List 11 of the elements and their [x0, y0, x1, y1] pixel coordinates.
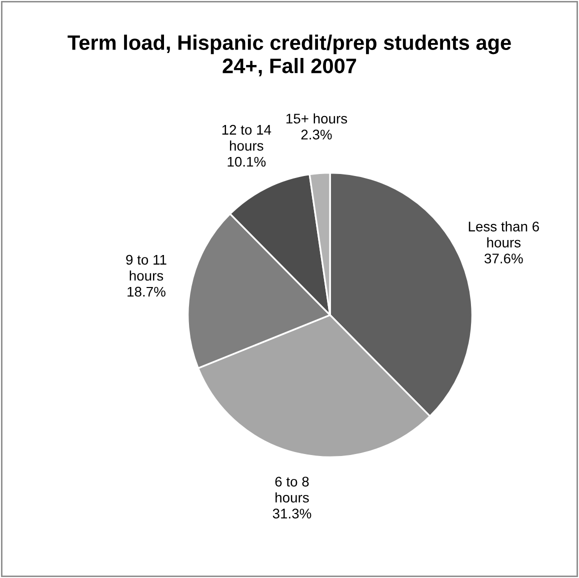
- slice-label: 6 to 8 hours: [275, 476, 309, 503]
- slice-label: 9 to 11 hours: [126, 254, 166, 281]
- data-label: 10.1%: [228, 156, 266, 167]
- data-label: 2.3%: [301, 130, 332, 140]
- slice-label: 15+ hours: [286, 113, 348, 124]
- chart-title: Term load, Hispanic credit/prep students age 24+, Fall 2007: [68, 34, 511, 76]
- slice-label: 12 to 14 hours: [222, 124, 272, 151]
- data-label: 37.6%: [484, 254, 523, 264]
- data-label: 31.3%: [272, 508, 312, 519]
- slice-label: Less than 6 hours: [468, 221, 539, 248]
- data-label: 18.7%: [128, 286, 166, 297]
